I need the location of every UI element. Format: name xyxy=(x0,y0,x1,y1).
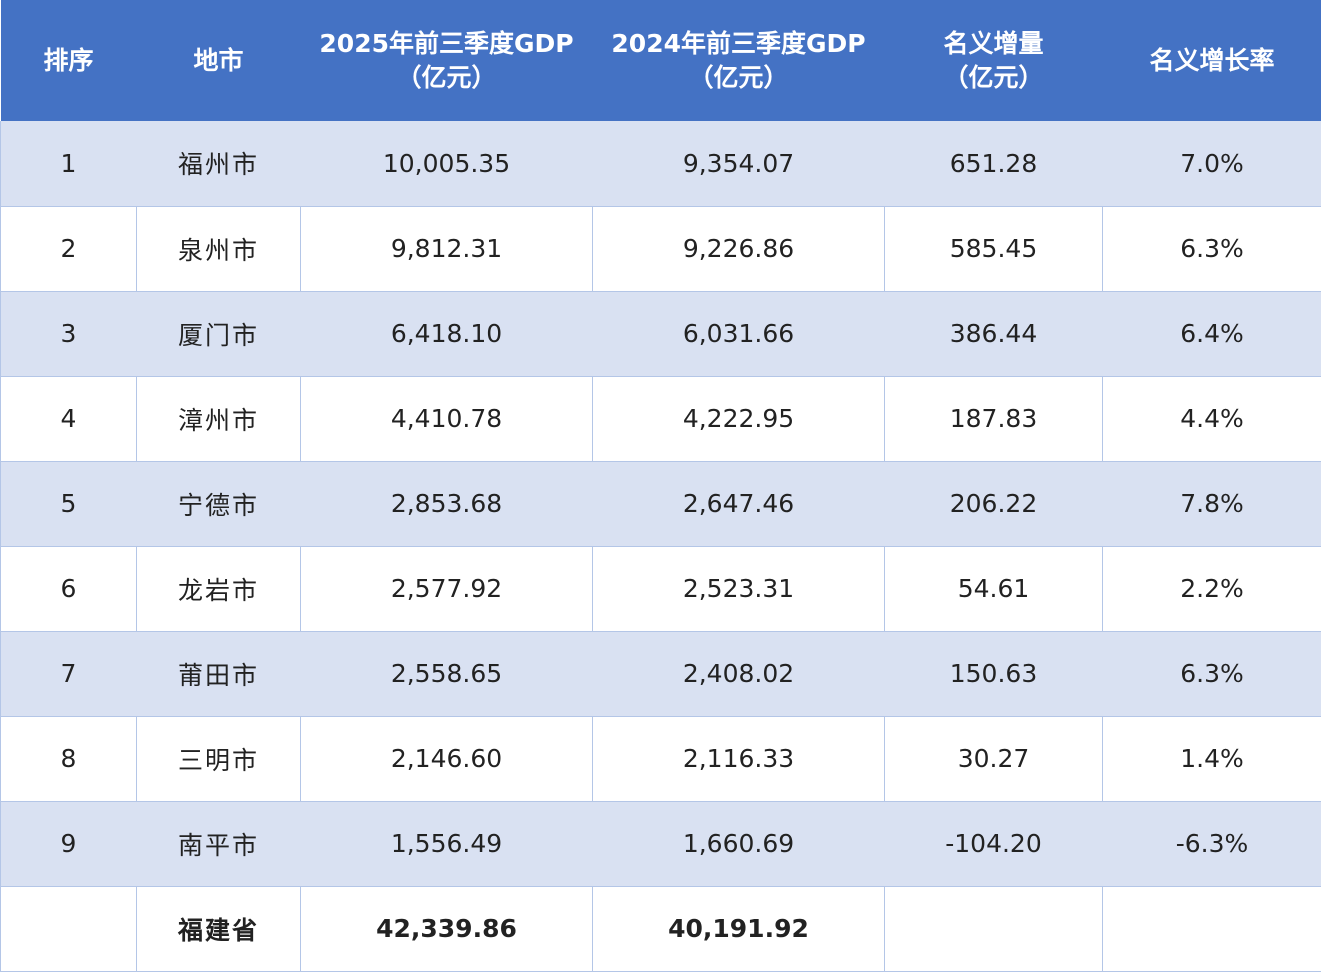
cell-growth: 4.4% xyxy=(1102,376,1321,462)
total-gdp-2024: 40,191.92 xyxy=(592,886,885,972)
cell-city: 福州市 xyxy=(136,121,301,207)
table-header: 排序 地市 2025年前三季度GDP （亿元） 2024年前三季度GDP （亿元… xyxy=(0,0,1321,121)
cell-growth: 7.8% xyxy=(1102,461,1321,547)
cell-gdp-2025: 4,410.78 xyxy=(300,376,593,462)
cell-city: 泉州市 xyxy=(136,206,301,292)
cell-growth: 2.2% xyxy=(1102,546,1321,632)
cell-gdp-2024: 1,660.69 xyxy=(592,801,885,887)
header-row: 排序 地市 2025年前三季度GDP （亿元） 2024年前三季度GDP （亿元… xyxy=(0,0,1321,121)
table-body: 1 福州市 10,005.35 9,354.07 651.28 7.0% 2 泉… xyxy=(0,121,1321,972)
header-gdp-2025-unit: （亿元） xyxy=(396,62,497,92)
cell-rank: 5 xyxy=(0,461,137,547)
cell-gdp-2025: 1,556.49 xyxy=(300,801,593,887)
table-row[interactable]: 1 福州市 10,005.35 9,354.07 651.28 7.0% xyxy=(0,121,1321,207)
total-province: 福建省 xyxy=(136,886,301,972)
cell-growth: -6.3% xyxy=(1102,801,1321,887)
cell-gdp-2024: 4,222.95 xyxy=(592,376,885,462)
total-rank xyxy=(0,886,137,972)
cell-rank: 2 xyxy=(0,206,137,292)
total-gdp-2025: 42,339.86 xyxy=(300,886,593,972)
cell-gdp-2024: 6,031.66 xyxy=(592,291,885,377)
cell-growth: 6.3% xyxy=(1102,206,1321,292)
cell-gdp-2024: 9,354.07 xyxy=(592,121,885,207)
cell-gdp-2025: 2,577.92 xyxy=(300,546,593,632)
cell-gdp-2025: 2,558.65 xyxy=(300,631,593,717)
cell-rank: 4 xyxy=(0,376,137,462)
cell-growth: 6.3% xyxy=(1102,631,1321,717)
cell-increase: 206.22 xyxy=(884,461,1103,547)
header-gdp-2025[interactable]: 2025年前三季度GDP （亿元） xyxy=(301,0,593,121)
cell-gdp-2024: 2,647.46 xyxy=(592,461,885,547)
header-gdp-2024[interactable]: 2024年前三季度GDP （亿元） xyxy=(593,0,885,121)
header-city[interactable]: 地市 xyxy=(193,45,244,75)
header-increase[interactable]: 名义增量 （亿元） xyxy=(885,0,1103,121)
cell-gdp-2025: 2,853.68 xyxy=(300,461,593,547)
cell-gdp-2025: 10,005.35 xyxy=(300,121,593,207)
cell-city: 南平市 xyxy=(136,801,301,887)
cell-increase: 386.44 xyxy=(884,291,1103,377)
table-row[interactable]: 8 三明市 2,146.60 2,116.33 30.27 1.4% xyxy=(0,716,1321,802)
cell-increase: 54.61 xyxy=(884,546,1103,632)
table-row[interactable]: 7 莆田市 2,558.65 2,408.02 150.63 6.3% xyxy=(0,631,1321,717)
cell-gdp-2025: 6,418.10 xyxy=(300,291,593,377)
cell-rank: 9 xyxy=(0,801,137,887)
table-row[interactable]: 4 漳州市 4,410.78 4,222.95 187.83 4.4% xyxy=(0,376,1321,462)
cell-rank: 6 xyxy=(0,546,137,632)
cell-gdp-2024: 9,226.86 xyxy=(592,206,885,292)
table-row[interactable]: 2 泉州市 9,812.31 9,226.86 585.45 6.3% xyxy=(0,206,1321,292)
cell-city: 莆田市 xyxy=(136,631,301,717)
cell-gdp-2025: 9,812.31 xyxy=(300,206,593,292)
cell-increase: 651.28 xyxy=(884,121,1103,207)
cell-city: 漳州市 xyxy=(136,376,301,462)
header-rank[interactable]: 排序 xyxy=(43,45,94,75)
cell-increase: 30.27 xyxy=(884,716,1103,802)
cell-city: 龙岩市 xyxy=(136,546,301,632)
total-growth xyxy=(1102,886,1321,972)
cell-rank: 1 xyxy=(0,121,137,207)
table-row[interactable]: 3 厦门市 6,418.10 6,031.66 386.44 6.4% xyxy=(0,291,1321,377)
header-gdp-2025-title: 2025年前三季度GDP xyxy=(319,28,574,58)
cell-rank: 7 xyxy=(0,631,137,717)
cell-rank: 3 xyxy=(0,291,137,377)
cell-gdp-2024: 2,523.31 xyxy=(592,546,885,632)
cell-city: 宁德市 xyxy=(136,461,301,547)
cell-increase: 150.63 xyxy=(884,631,1103,717)
table-row[interactable]: 5 宁德市 2,853.68 2,647.46 206.22 7.8% xyxy=(0,461,1321,547)
cell-growth: 6.4% xyxy=(1102,291,1321,377)
header-gdp-2024-unit: （亿元） xyxy=(688,62,789,92)
cell-gdp-2025: 2,146.60 xyxy=(300,716,593,802)
table-row[interactable]: 9 南平市 1,556.49 1,660.69 -104.20 -6.3% xyxy=(0,801,1321,887)
cell-increase: -104.20 xyxy=(884,801,1103,887)
cell-growth: 1.4% xyxy=(1102,716,1321,802)
header-growth-rate[interactable]: 名义增长率 xyxy=(1149,45,1275,75)
header-gdp-2024-title: 2024年前三季度GDP xyxy=(611,28,866,58)
header-increase-unit: （亿元） xyxy=(943,62,1044,92)
cell-increase: 187.83 xyxy=(884,376,1103,462)
total-increase xyxy=(884,886,1103,972)
cell-gdp-2024: 2,116.33 xyxy=(592,716,885,802)
cell-gdp-2024: 2,408.02 xyxy=(592,631,885,717)
cell-city: 厦门市 xyxy=(136,291,301,377)
cell-rank: 8 xyxy=(0,716,137,802)
total-row[interactable]: 福建省 42,339.86 40,191.92 xyxy=(0,886,1321,972)
cell-growth: 7.0% xyxy=(1102,121,1321,207)
table-row[interactable]: 6 龙岩市 2,577.92 2,523.31 54.61 2.2% xyxy=(0,546,1321,632)
header-increase-title: 名义增量 xyxy=(943,28,1044,58)
cell-increase: 585.45 xyxy=(884,206,1103,292)
cell-city: 三明市 xyxy=(136,716,301,802)
